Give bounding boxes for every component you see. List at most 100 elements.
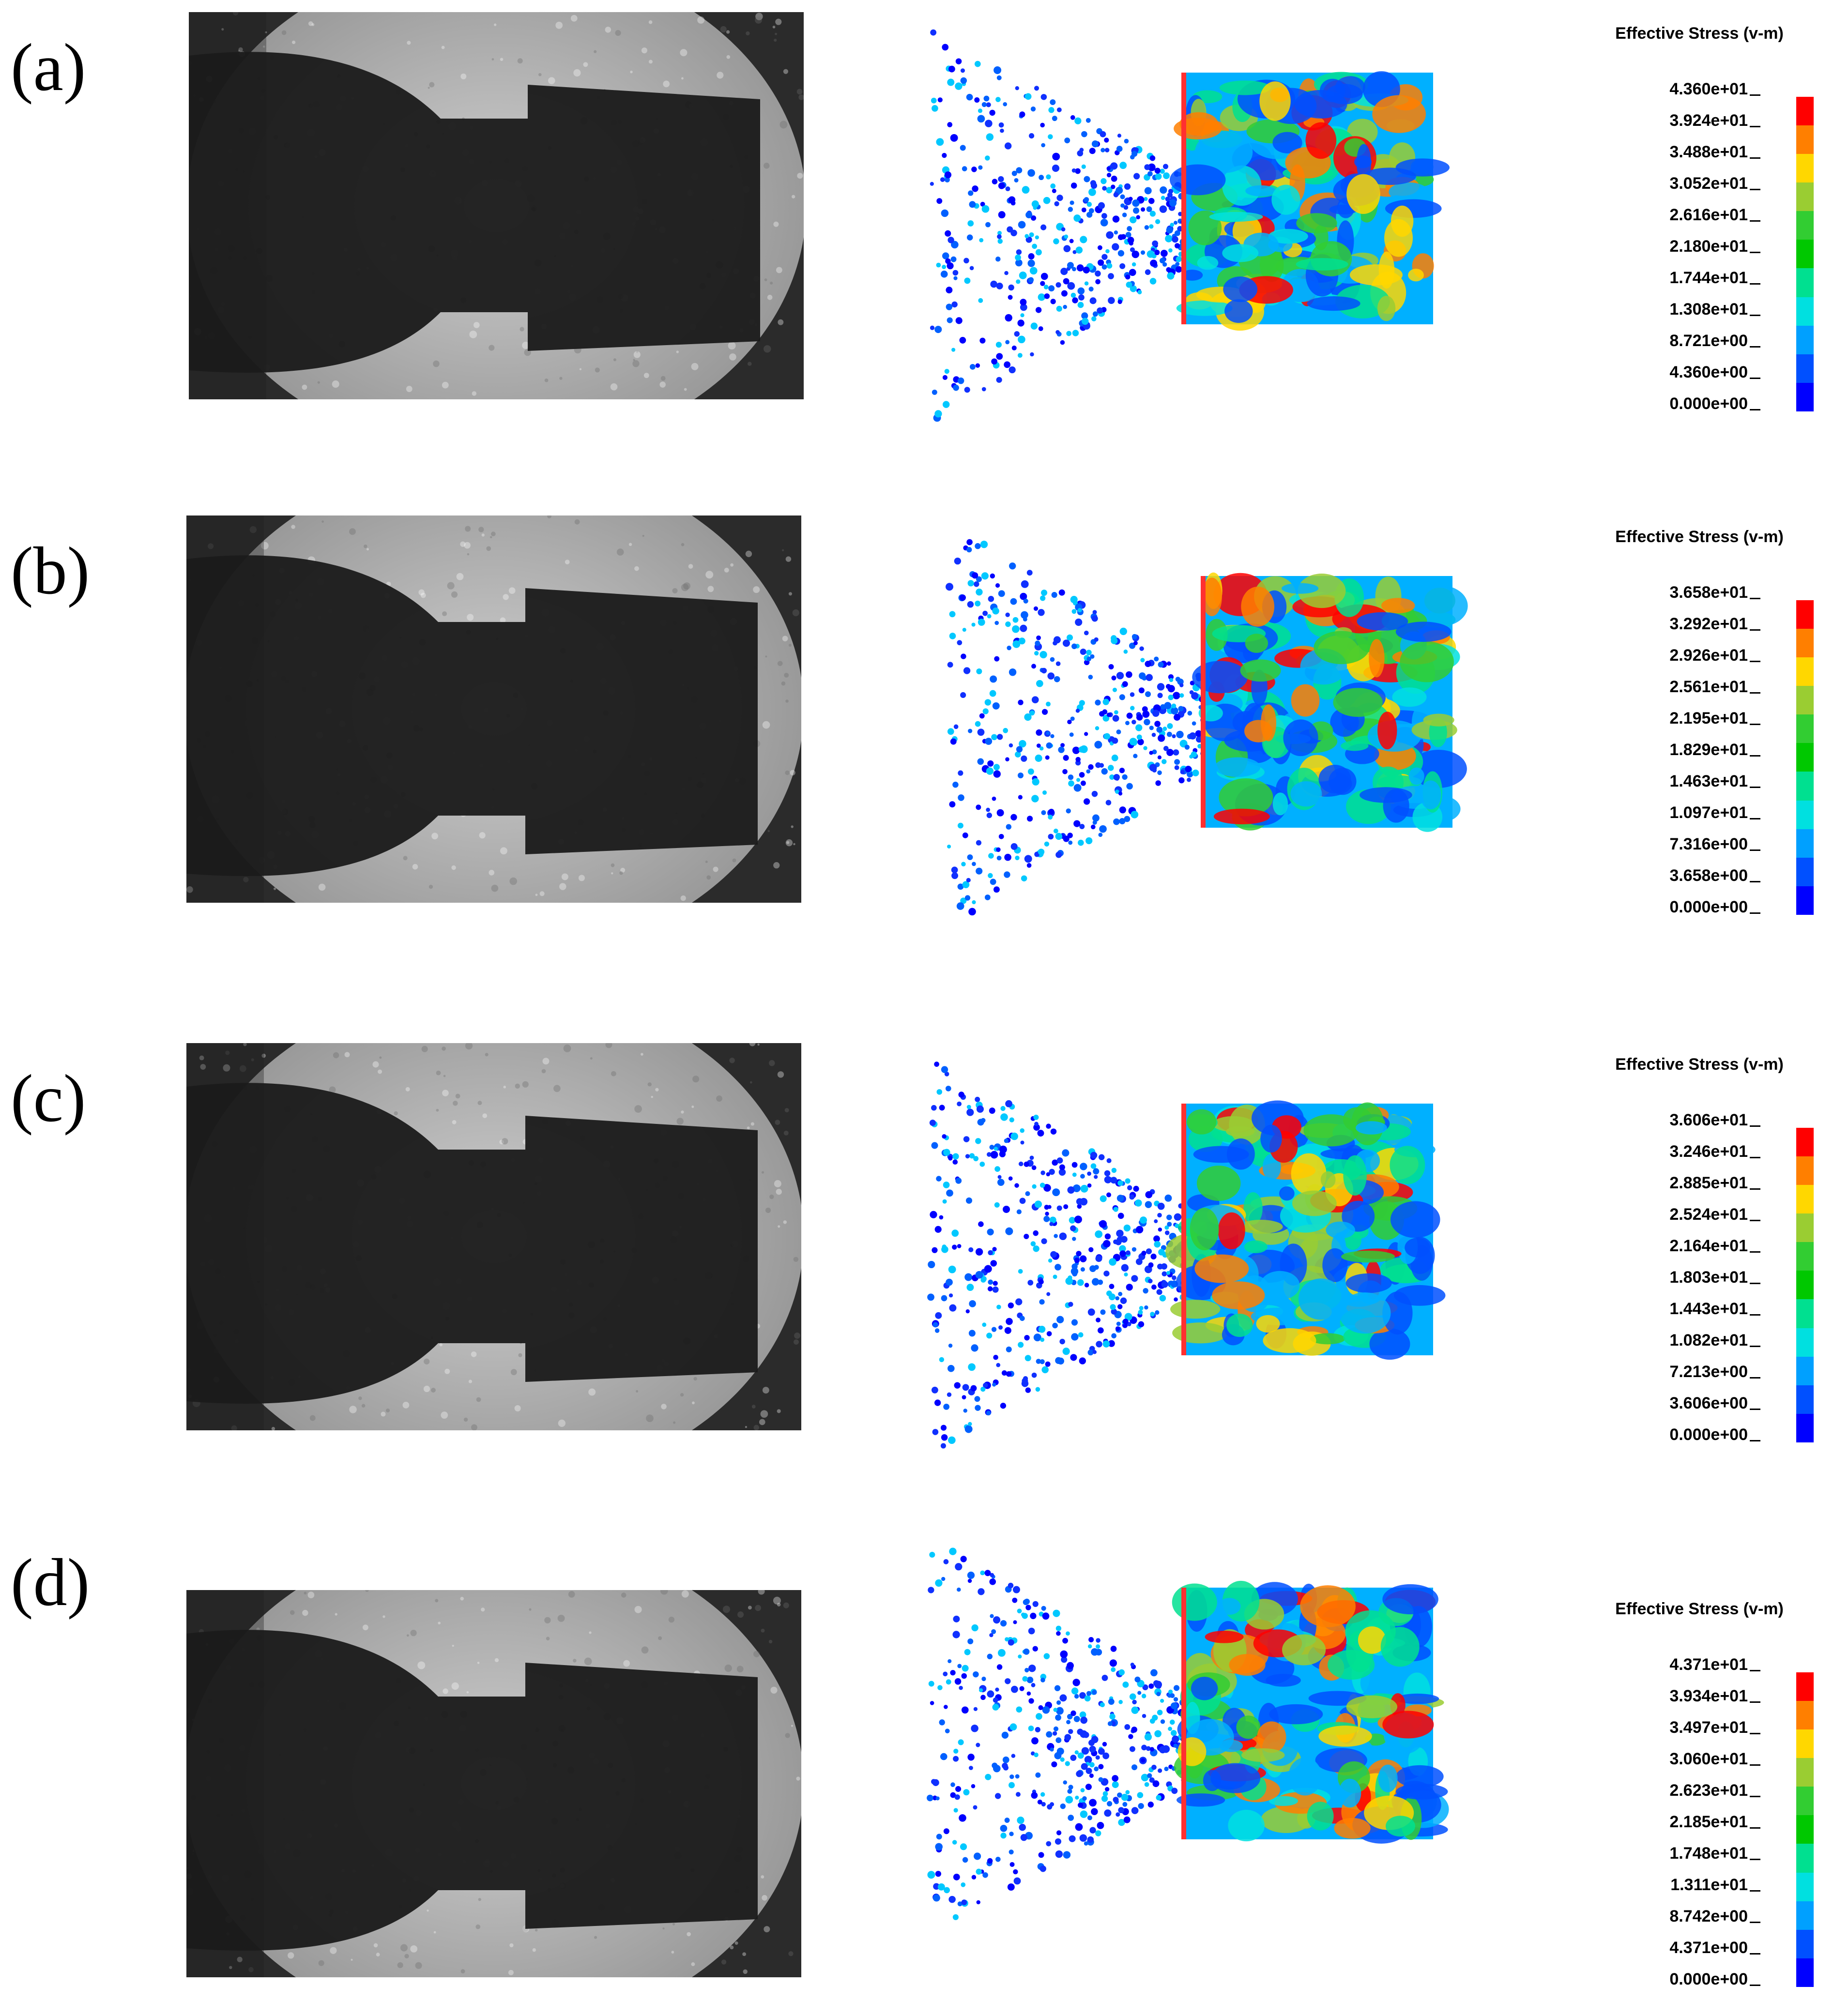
experiment-photo-image	[186, 1590, 801, 1977]
color-scale-swatch	[1796, 1356, 1814, 1385]
stress-legend: Effective Stress (v-m) 3.606e+01 3.246e+…	[1583, 1055, 1816, 1444]
legend-tick: 1.443e+01	[1574, 1300, 1760, 1319]
color-scale-swatch	[1796, 1242, 1814, 1271]
legend-tick: 1.803e+01	[1574, 1268, 1760, 1287]
color-scale-swatch	[1796, 857, 1814, 886]
color-scale-swatch	[1796, 268, 1814, 297]
panel-label: (b)	[11, 533, 90, 608]
legend-tick: 1.748e+01	[1574, 1844, 1760, 1863]
panel-c: (c) Effective Stress (v-m) 3.606e+01 3.2…	[0, 1031, 1834, 1532]
color-scale-swatch	[1796, 1128, 1814, 1157]
color-scale-swatch	[1796, 154, 1814, 183]
color-scale-swatch	[1796, 240, 1814, 269]
color-scale-swatch	[1796, 97, 1814, 126]
experiment-photo-image	[186, 515, 801, 903]
legend-tick: 1.308e+01	[1574, 300, 1760, 319]
legend-tick: 1.829e+01	[1574, 741, 1760, 759]
legend-tick: 3.658e+01	[1574, 583, 1760, 602]
legend-tick: 2.180e+01	[1574, 237, 1760, 256]
legend-tick: 3.606e+01	[1574, 1111, 1760, 1130]
color-scale-swatch	[1796, 886, 1814, 915]
experiment-photo	[186, 1590, 801, 1977]
color-scale-swatch	[1796, 600, 1814, 629]
stress-legend: Effective Stress (v-m) 4.371e+01 3.934e+…	[1583, 1600, 1816, 1988]
legend-tick: 2.926e+01	[1574, 646, 1760, 665]
color-scale-swatch	[1796, 1958, 1814, 1987]
color-scale-swatch	[1796, 1901, 1814, 1930]
legend-tick: 4.371e+00	[1574, 1939, 1760, 1957]
color-scale-swatch	[1796, 1929, 1814, 1958]
color-scale-swatch	[1796, 1185, 1814, 1214]
color-scale-swatch	[1796, 686, 1814, 715]
color-scale-swatch	[1796, 1758, 1814, 1787]
simulation-image	[927, 1547, 1449, 1920]
stress-legend: Effective Stress (v-m) 3.658e+01 3.292e+…	[1583, 528, 1816, 916]
experiment-photo-image	[189, 12, 804, 399]
legend-tick: 2.616e+01	[1574, 206, 1760, 225]
legend-tick: 0.000e+00	[1574, 1970, 1760, 1989]
legend-tick: 2.623e+01	[1574, 1781, 1760, 1800]
legend-tick: 0.000e+00	[1574, 1425, 1760, 1444]
panel-b: (b) Effective Stress (v-m) 3.658e+01 3.2…	[0, 503, 1834, 1004]
legend-tick: 2.185e+01	[1574, 1813, 1760, 1832]
legend-tick: 4.360e+01	[1574, 80, 1760, 99]
experiment-photo	[189, 12, 804, 399]
legend-tick: 2.164e+01	[1574, 1237, 1760, 1256]
color-scale-swatch	[1796, 1844, 1814, 1873]
color-scale-swatch	[1796, 297, 1814, 326]
simulation-render	[930, 523, 1501, 958]
legend-tick: 7.316e+00	[1574, 835, 1760, 854]
color-scale-swatch	[1796, 211, 1814, 240]
legend-tick: 3.488e+01	[1574, 143, 1760, 162]
color-scale-swatch	[1796, 1299, 1814, 1328]
panel-a: (a) Effective Stress (v-m) 4.360e+01 3.9…	[0, 0, 1834, 501]
panel-label: (c)	[11, 1061, 86, 1136]
color-scale-swatch	[1796, 743, 1814, 772]
legend-title: Effective Stress (v-m)	[1615, 1600, 1784, 1618]
color-scale-bar	[1796, 97, 1814, 411]
panel-label: (d)	[11, 1545, 90, 1620]
color-scale-swatch	[1796, 1729, 1814, 1758]
legend-tick: 0.000e+00	[1574, 898, 1760, 917]
legend-tick: 2.885e+01	[1574, 1174, 1760, 1193]
color-scale-swatch	[1796, 354, 1814, 383]
experiment-photo-image	[186, 1043, 801, 1430]
color-scale-swatch	[1796, 657, 1814, 686]
color-scale-swatch	[1796, 1672, 1814, 1701]
color-scale-bar	[1796, 1672, 1814, 1987]
simulation-render	[910, 19, 1482, 455]
legend-tick: 2.561e+01	[1574, 678, 1760, 697]
legend-tick: 3.246e+01	[1574, 1142, 1760, 1161]
legend-tick: 1.744e+01	[1574, 269, 1760, 288]
color-scale-swatch	[1796, 829, 1814, 858]
legend-tick: 3.606e+00	[1574, 1394, 1760, 1413]
legend-tick: 3.658e+00	[1574, 866, 1760, 885]
legend-tick: 1.082e+01	[1574, 1331, 1760, 1350]
color-scale-bar	[1796, 1128, 1814, 1442]
experiment-photo	[186, 1043, 801, 1430]
legend-tick: 4.360e+00	[1574, 363, 1760, 382]
legend-tick: 2.195e+01	[1574, 709, 1760, 728]
color-scale-swatch	[1796, 1213, 1814, 1243]
color-scale-swatch	[1796, 629, 1814, 658]
legend-tick: 3.052e+01	[1574, 174, 1760, 193]
legend-tick: 0.000e+00	[1574, 394, 1760, 413]
legend-tick: 8.742e+00	[1574, 1907, 1760, 1926]
color-scale-swatch	[1796, 1385, 1814, 1414]
color-scale-swatch	[1796, 1787, 1814, 1816]
color-scale-swatch	[1796, 1413, 1814, 1442]
legend-tick: 3.292e+01	[1574, 615, 1760, 634]
color-scale-swatch	[1796, 1271, 1814, 1300]
color-scale-swatch	[1796, 714, 1814, 743]
panel-d: (d) Effective Stress (v-m) 4.371e+01 3.9…	[0, 1515, 1834, 2016]
simulation-render	[910, 1050, 1482, 1486]
legend-tick: 8.721e+00	[1574, 332, 1760, 350]
legend-tick: 7.213e+00	[1574, 1363, 1760, 1381]
simulation-image	[927, 1061, 1446, 1449]
color-scale-swatch	[1796, 182, 1814, 212]
color-scale-bar	[1796, 600, 1814, 915]
color-scale-swatch	[1796, 382, 1814, 411]
legend-title: Effective Stress (v-m)	[1615, 24, 1784, 43]
color-scale-swatch	[1796, 1872, 1814, 1901]
color-scale-swatch	[1796, 772, 1814, 801]
